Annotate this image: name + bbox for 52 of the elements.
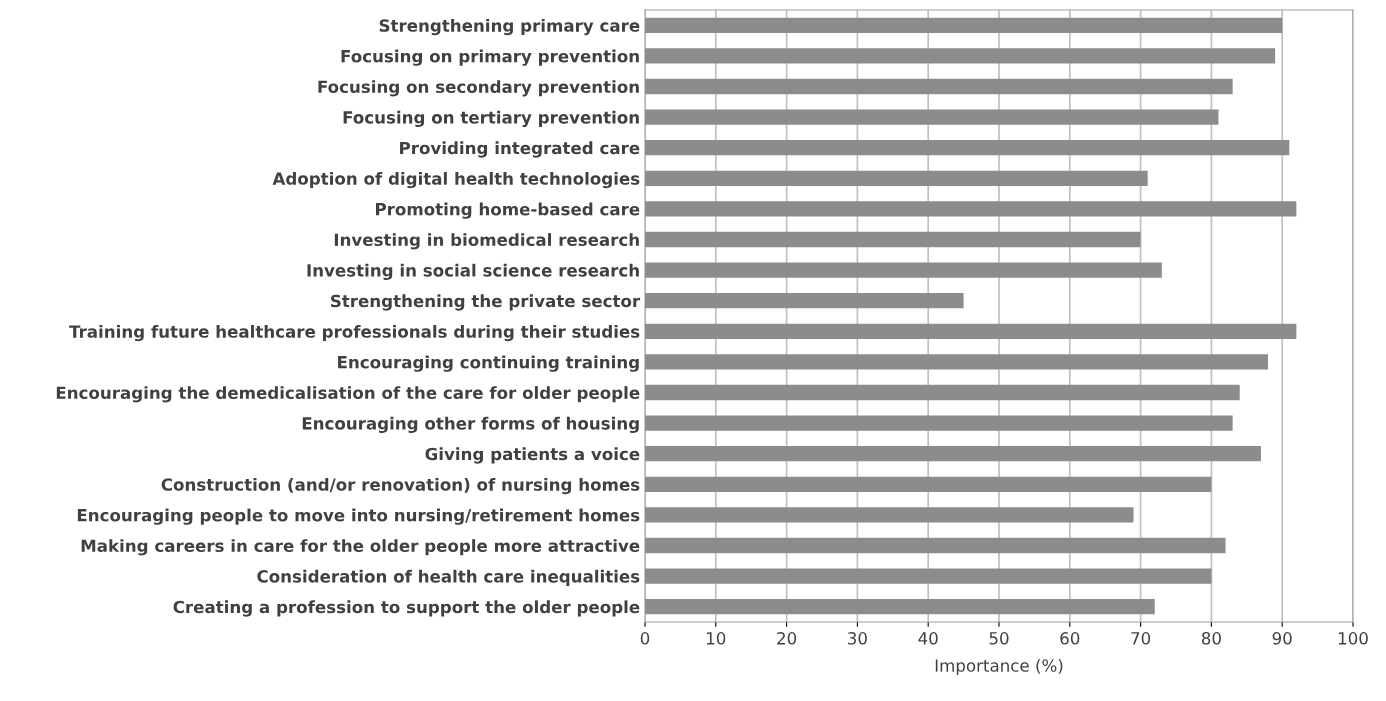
bar — [645, 476, 1212, 492]
y-tick-label: Promoting home-based care — [376, 202, 640, 219]
x-tick-label: 70 — [1131, 632, 1151, 645]
y-tick-label: Construction (and/or renovation) of nursing homes — [161, 477, 640, 495]
y-tick-label: Focusing on tertiary prevention — [343, 110, 639, 128]
x-tick-label: 50 — [989, 632, 1009, 645]
y-tick-label: Providing integrated care — [400, 141, 640, 158]
bar — [645, 537, 1226, 554]
x-tick-label: 0 — [640, 632, 650, 645]
bar — [645, 262, 1162, 278]
bar — [645, 354, 1269, 370]
y-tick-label: Focusing on secondary prevention — [318, 80, 639, 97]
bar — [645, 293, 964, 309]
x-tick-label: 60 — [1060, 632, 1080, 645]
bar — [645, 170, 1148, 186]
bar — [645, 109, 1219, 125]
bar — [645, 568, 1212, 584]
x-tick-label: 90 — [1272, 632, 1292, 645]
bar — [645, 201, 1297, 217]
x-tick-label: 40 — [918, 632, 938, 645]
y-tick-label: Strengthening primary care — [379, 18, 640, 36]
bar — [645, 415, 1233, 431]
y-tick-label: Creating a profession to support the older people — [173, 600, 640, 617]
y-tick-label: Giving patients a voice — [425, 447, 640, 464]
bar — [645, 231, 1141, 248]
bar — [645, 384, 1240, 401]
x-tick-label: 20 — [777, 632, 797, 645]
x-tick-label: 100 — [1338, 632, 1368, 645]
x-axis-title: Importance (%) — [935, 658, 1063, 676]
bar — [645, 140, 1290, 156]
y-tick-label: Making careers in care for the older people more attractive — [81, 539, 640, 556]
bar — [645, 323, 1297, 339]
bar — [645, 48, 1276, 64]
y-tick-label: Strengthening the private sector — [331, 294, 641, 311]
x-tick-label: 10 — [707, 632, 726, 645]
y-tick-label: Encouraging continuing training — [338, 355, 639, 372]
bar — [645, 78, 1233, 95]
y-tick-label: Encouraging people to move into nursing/retirement homes — [77, 508, 640, 525]
bar — [645, 17, 1283, 33]
y-tick-label: Focusing on primary prevention — [341, 49, 639, 66]
y-tick-label: Training future healthcare professionals during their studies — [69, 324, 640, 342]
y-tick-label: Encouraging other forms of housing — [302, 416, 639, 434]
bar — [645, 507, 1134, 523]
y-tick-label: Investing in social science research — [307, 263, 639, 281]
y-tick-label: Investing in biomedical research — [334, 233, 639, 250]
y-tick-label: Adoption of digital health technologies — [272, 171, 640, 189]
x-tick-label: 80 — [1201, 632, 1221, 645]
y-tick-label: Encouraging the demedicalisation of the care for older people — [56, 386, 640, 403]
bar — [645, 446, 1261, 462]
x-tick-label: 30 — [848, 632, 867, 645]
y-tick-label: Consideration of health care inequalities — [257, 569, 640, 586]
bar — [645, 599, 1155, 615]
